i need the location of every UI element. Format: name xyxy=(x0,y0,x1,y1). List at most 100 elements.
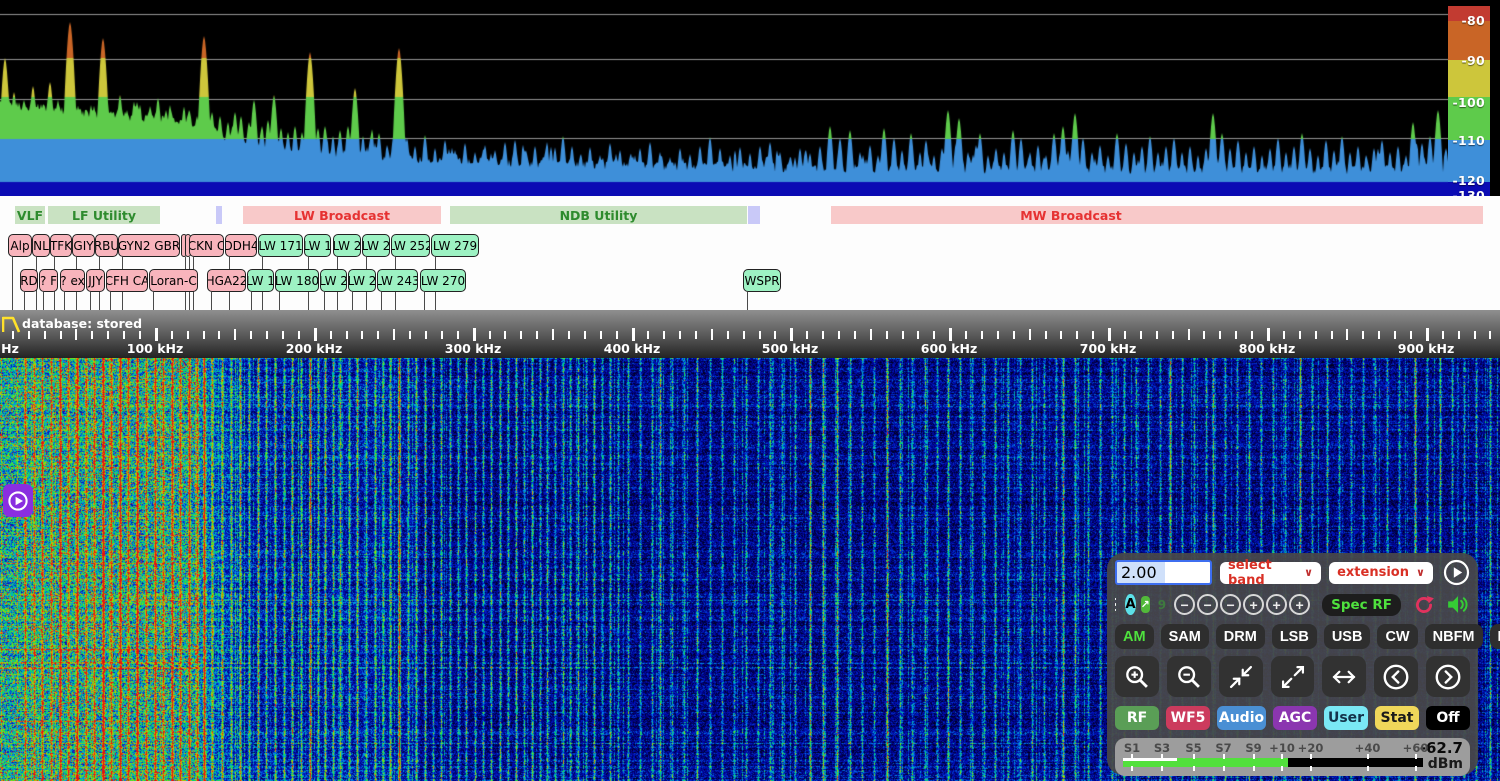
agc-a-button[interactable]: A xyxy=(1125,594,1136,615)
station-label[interactable]: LW 2 xyxy=(348,269,376,292)
scale-frequency-label: 400 kHz xyxy=(603,341,661,356)
scale-tick xyxy=(154,328,158,341)
zoom-in-button[interactable] xyxy=(1115,656,1159,697)
station-label[interactable]: GIY xyxy=(72,234,95,257)
station-label[interactable]: TFK xyxy=(50,234,72,257)
station-label[interactable]: ? ex xyxy=(60,269,85,292)
zoom-plus-button[interactable]: + xyxy=(1266,594,1288,615)
rf-panel-button[interactable]: RF xyxy=(1115,706,1159,730)
mode-nbfm-button[interactable]: NBFM xyxy=(1424,624,1483,649)
mode-iq-button[interactable]: IQ xyxy=(1489,624,1500,649)
station-label[interactable]: LW 2 xyxy=(333,234,361,257)
stat-panel-button[interactable]: Stat xyxy=(1375,706,1419,730)
band-bar-segment[interactable] xyxy=(748,206,760,224)
scale-tick xyxy=(1219,331,1222,339)
s-meter-tick xyxy=(1252,754,1255,759)
zoom-out-button[interactable] xyxy=(1166,656,1211,697)
mode-sam-button[interactable]: SAM xyxy=(1160,624,1209,649)
extension-start-button[interactable] xyxy=(1443,559,1470,586)
scale-tick xyxy=(202,331,205,339)
mode-cw-button[interactable]: CW xyxy=(1377,624,1418,649)
station-label[interactable]: RD xyxy=(20,269,38,292)
mode-usb-button[interactable]: USB xyxy=(1323,624,1371,649)
station-label[interactable]: DDH4 xyxy=(225,234,257,257)
extension-select[interactable]: extension ∨ xyxy=(1329,561,1433,584)
band-bar-label: VLF xyxy=(16,207,44,223)
station-label[interactable]: ? F xyxy=(39,269,58,292)
station-label[interactable]: CFH CA xyxy=(106,269,148,292)
zoom-step-group: − − − + + + xyxy=(1174,594,1311,615)
station-label[interactable]: LW 252 xyxy=(391,234,430,257)
station-label[interactable]: LW 2 xyxy=(320,269,347,292)
waterfall-play-button[interactable] xyxy=(3,484,33,517)
scale-tick xyxy=(917,331,920,339)
user-panel-button[interactable]: User xyxy=(1324,706,1368,730)
station-label[interactable]: JJY xyxy=(86,269,105,292)
frequency-scale[interactable]: database: stored Hz 100 kHz 200 kHz 300 kHz… xyxy=(0,310,1500,358)
station-label[interactable]: Alp xyxy=(8,234,32,257)
frequency-input[interactable] xyxy=(1115,560,1212,585)
station-label[interactable]: LW 270 xyxy=(420,269,466,292)
link-share-button[interactable]: ↗ xyxy=(1140,596,1150,613)
band-bar-lf-utility[interactable]: LF Utility xyxy=(48,206,160,224)
scale-frequency-label: 700 kHz xyxy=(1079,341,1137,356)
menu-icon[interactable] xyxy=(1115,597,1117,612)
spectrum-canvas[interactable] xyxy=(0,0,1448,196)
audio-panel-button[interactable]: Audio xyxy=(1217,706,1266,730)
station-label[interactable]: LW 1 xyxy=(304,234,331,257)
band-bar-segment[interactable] xyxy=(216,206,222,224)
page-left-button[interactable] xyxy=(1374,656,1419,697)
station-label[interactable]: LW 171 xyxy=(258,234,303,257)
zoom-minus-button[interactable]: − xyxy=(1174,594,1196,615)
s-meter-tick xyxy=(1414,766,1417,771)
zoom-to-passband-button[interactable] xyxy=(1218,656,1263,697)
band-select[interactable]: select band ∨ xyxy=(1220,558,1322,588)
scale-tick xyxy=(1378,331,1381,339)
mode-lsb-button[interactable]: LSB xyxy=(1271,624,1317,649)
station-label[interactable]: LW 279 xyxy=(431,234,479,257)
s-meter-scale-label: S1 xyxy=(1123,741,1141,755)
spec-rf-toggle[interactable]: Spec RF xyxy=(1322,593,1401,616)
scale-frequency-label: 600 kHz xyxy=(920,341,978,356)
refresh-button[interactable] xyxy=(1413,594,1435,616)
band-bar-label: LF Utility xyxy=(72,207,136,223)
station-label[interactable]: GYN2 GBR xyxy=(118,234,180,257)
scale-tick xyxy=(1139,331,1142,339)
station-label[interactable]: LW 2 xyxy=(362,234,390,257)
station-label[interactable]: Loran-C xyxy=(149,269,198,292)
mode-drm-button[interactable]: DRM xyxy=(1215,624,1265,649)
scale-tick xyxy=(250,331,253,339)
band-bar-mw-broadcast[interactable]: MW Broadcast xyxy=(831,206,1483,224)
zoom-out-max-button[interactable] xyxy=(1270,656,1315,697)
zoom-minus-button[interactable]: − xyxy=(1197,594,1219,615)
zoom-plus-button[interactable]: + xyxy=(1243,594,1265,615)
station-label[interactable]: LW 243 xyxy=(377,269,418,292)
scale-tick xyxy=(869,329,872,340)
station-label[interactable]: RBU xyxy=(95,234,118,257)
mode-am-button[interactable]: AM xyxy=(1115,624,1154,649)
db-scale[interactable]: -80-90-100-110-120-130 xyxy=(1448,6,1490,203)
station-label[interactable]: WSPR xyxy=(743,269,781,292)
s-meter-scale-label: +10 xyxy=(1269,741,1295,755)
station-label[interactable]: LW 180 xyxy=(275,269,319,292)
scale-tick xyxy=(281,331,284,339)
agc-panel-button[interactable]: AGC xyxy=(1273,706,1317,730)
station-label[interactable]: NL xyxy=(32,234,50,257)
station-label[interactable]: CKN C xyxy=(189,234,224,257)
zoom-minus-button[interactable]: − xyxy=(1220,594,1242,615)
station-pointer-line xyxy=(43,292,44,310)
off-panel-button[interactable]: Off xyxy=(1426,706,1470,730)
wf5-panel-button[interactable]: WF5 xyxy=(1166,706,1210,730)
zoom-full-span-button[interactable] xyxy=(1322,656,1367,697)
station-label[interactable]: HGA22 xyxy=(207,269,246,292)
page-right-button[interactable] xyxy=(1426,656,1471,697)
zoom-plus-button[interactable]: + xyxy=(1289,594,1311,615)
station-label[interactable]: LW 1 xyxy=(247,269,274,292)
scale-tick xyxy=(663,331,666,339)
band-bar-vlf[interactable]: VLF xyxy=(15,206,45,224)
band-bar-ndb-utility[interactable]: NDB Utility xyxy=(450,206,747,224)
band-bar-lw-broadcast[interactable]: LW Broadcast xyxy=(243,206,441,224)
scale-tick xyxy=(1473,331,1476,339)
scale-tick xyxy=(1044,331,1047,339)
mute-button[interactable] xyxy=(1445,592,1470,617)
